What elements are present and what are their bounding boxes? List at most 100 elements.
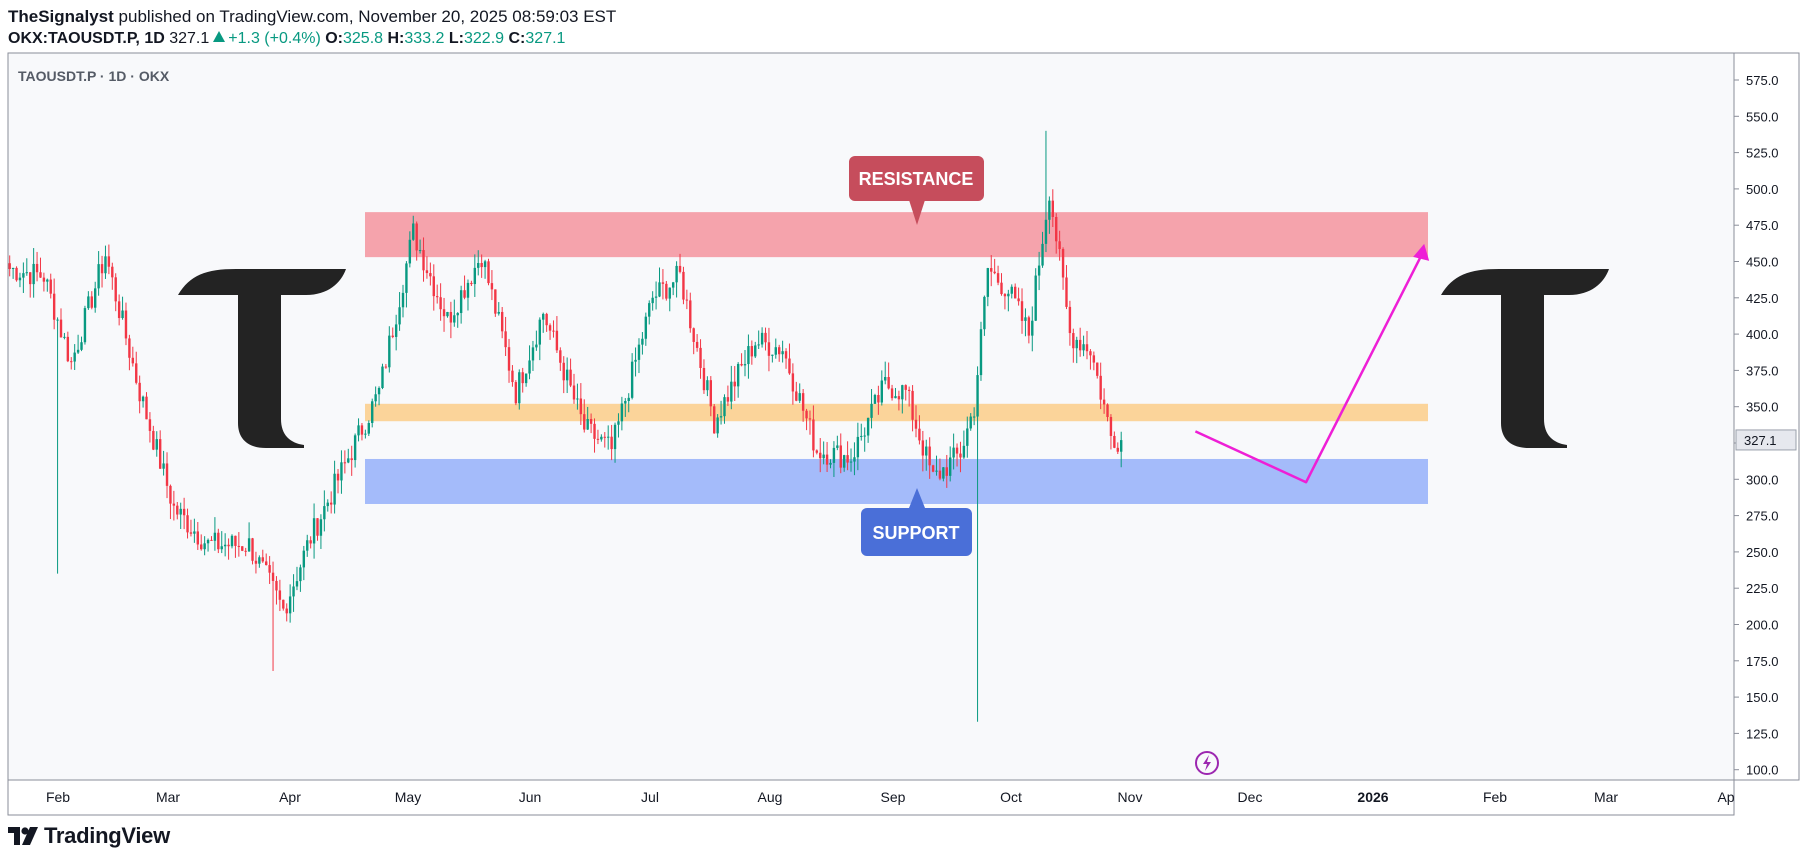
candle: [514, 380, 518, 406]
resistance-label: RESISTANCE: [849, 156, 984, 225]
candle: [333, 460, 336, 514]
candle: [117, 294, 121, 326]
candle: [1120, 431, 1123, 468]
price-axis[interactable]: [1733, 52, 1800, 781]
candle: [329, 491, 333, 514]
price-tick-label: 375.0: [1746, 363, 1779, 378]
high-label: H:: [387, 30, 405, 47]
candle: [945, 454, 948, 488]
time-tick-label: Ap: [1717, 789, 1734, 805]
candle: [234, 535, 237, 558]
price-tick-label: 475.0: [1746, 218, 1779, 233]
candle: [131, 346, 135, 367]
candle: [247, 522, 251, 552]
candle: [1089, 349, 1092, 370]
candle: [172, 490, 176, 521]
price-tick-label: 200.0: [1746, 618, 1779, 633]
candle: [1034, 268, 1037, 322]
candle: [1068, 300, 1072, 346]
candle: [801, 389, 805, 422]
symbol-label[interactable]: OKX:TAOUSDT.P, 1D: [8, 30, 165, 47]
candle: [1017, 287, 1020, 306]
candle: [1085, 330, 1089, 360]
candle: [1106, 403, 1109, 422]
candle: [907, 386, 911, 407]
candle: [842, 454, 846, 472]
close-label: C:: [508, 30, 526, 47]
projection-arrow: [1194, 249, 1426, 484]
candle: [182, 497, 186, 530]
candle: [521, 367, 524, 393]
author-name[interactable]: TheSignalyst: [8, 7, 114, 26]
candle: [200, 534, 203, 551]
candle: [381, 363, 384, 390]
replay-icon[interactable]: [1195, 751, 1219, 775]
ohlc-line: OKX:TAOUSDT.P, 1D 327.1 +1.3 (+0.4%) O:32…: [8, 28, 1798, 50]
candle: [692, 327, 695, 355]
candle: [1078, 327, 1082, 357]
candle: [952, 433, 955, 470]
candle: [938, 458, 942, 481]
candle: [227, 538, 230, 560]
price-tick-label: 100.0: [1746, 763, 1779, 778]
up-triangle-icon: [213, 31, 226, 42]
candle: [853, 442, 856, 476]
candle: [210, 536, 213, 541]
candles: [8, 130, 1123, 722]
candle: [791, 363, 795, 405]
candle: [213, 517, 217, 551]
candle: [819, 438, 822, 473]
candle: [299, 564, 302, 592]
candle: [593, 418, 596, 453]
candle: [778, 344, 781, 362]
time-axis[interactable]: [7, 779, 1735, 816]
price-chart[interactable]: 575.0 550.0 525.0 500.0 475.0 450.0 425.0 400.0…: [0, 0, 1807, 820]
candle: [196, 521, 199, 550]
candle: [46, 278, 49, 292]
candle: [111, 262, 114, 290]
candle: [863, 427, 866, 452]
candle: [483, 259, 487, 279]
close-value: 327.1: [525, 30, 566, 47]
projection-arrowhead: [1413, 243, 1430, 261]
candle: [678, 253, 682, 274]
candle: [969, 413, 972, 431]
price-tick-label: 300.0: [1746, 472, 1779, 487]
candle: [463, 275, 466, 300]
chart-header: TheSignalyst published on TradingView.co…: [8, 6, 1798, 50]
candle: [870, 389, 873, 429]
candle: [343, 450, 347, 474]
candle: [846, 441, 849, 471]
candle: [288, 584, 292, 623]
candle: [39, 257, 42, 278]
price-tick-label: 150.0: [1746, 690, 1779, 705]
candle: [979, 321, 983, 381]
candle: [59, 308, 63, 338]
candle: [1096, 362, 1099, 379]
chart-title: TAOUSDT.P · 1D · OKX: [18, 68, 170, 84]
candle: [309, 536, 312, 549]
candle: [442, 297, 446, 332]
tradingview-logo[interactable]: TradingView: [8, 823, 170, 849]
candle: [217, 528, 220, 554]
candle: [285, 603, 288, 622]
candle: [422, 237, 425, 282]
candle: [709, 376, 712, 417]
candle: [114, 273, 117, 312]
candle: [1000, 273, 1003, 296]
candle: [931, 464, 935, 473]
low-value: 322.9: [464, 30, 505, 47]
candle: [829, 459, 832, 469]
candle: [135, 351, 138, 385]
candle: [292, 574, 295, 612]
candle: [1092, 351, 1096, 371]
candle: [613, 422, 617, 463]
candle: [391, 327, 394, 339]
candle: [596, 429, 600, 445]
candle: [825, 442, 829, 473]
candle: [1013, 283, 1017, 299]
candle: [282, 599, 285, 611]
candle: [323, 490, 326, 532]
candle: [1102, 388, 1106, 414]
price-change: +1.3 (+0.4%): [228, 30, 321, 47]
